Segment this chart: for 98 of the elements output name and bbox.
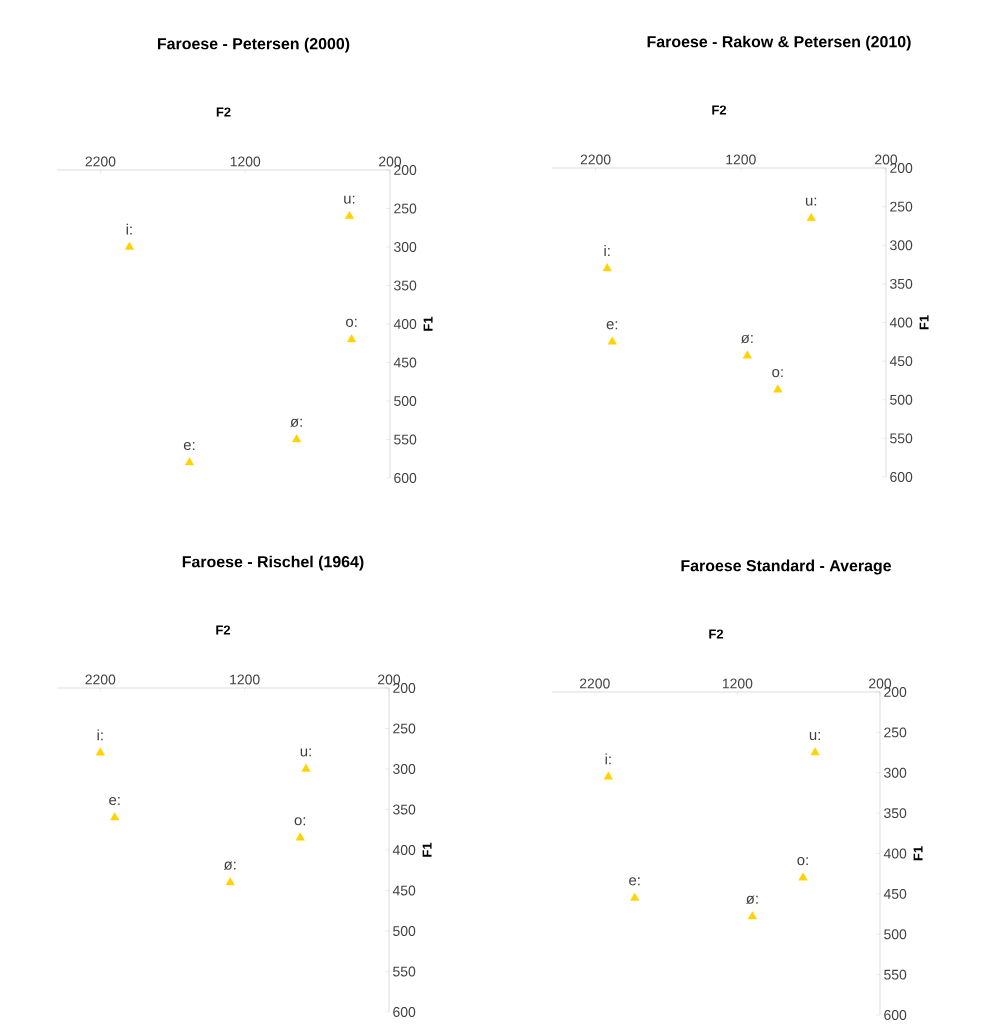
point <box>344 211 354 219</box>
series-label: e: <box>183 441 195 451</box>
x-axis-title: F2 <box>712 105 727 115</box>
point <box>607 336 617 345</box>
y-axis-title: F1 <box>423 316 433 331</box>
y-tick-label: 350 <box>890 278 913 289</box>
chart-title: Faroese - Rischel (1964) <box>182 555 364 571</box>
series-label: ø: <box>741 334 753 344</box>
series-label: u: <box>344 195 355 204</box>
y-tick-label: 450 <box>392 885 416 896</box>
series-label: o: <box>346 318 357 327</box>
y-tick-label: 500 <box>890 394 913 405</box>
x-tick-label: 2200 <box>85 156 116 167</box>
series-label: i: <box>126 223 132 235</box>
y-tick-label: 300 <box>394 242 417 252</box>
chart-title: Faroese - Rakow & Petersen (2010) <box>647 35 911 51</box>
y-tick-label: 550 <box>393 966 416 977</box>
series-label: ø: <box>746 895 758 904</box>
y-tick-label: 600 <box>890 472 913 482</box>
y-tick-label: 250 <box>393 723 416 734</box>
y-tick-label: 500 <box>393 926 416 936</box>
y-axis-title: F1 <box>913 846 923 861</box>
y-tick-label: 450 <box>393 357 417 368</box>
y-tick-label: 250 <box>890 201 913 212</box>
chart-title: Faroese - Petersen (2000) <box>157 37 350 53</box>
x-tick-label: 200 <box>378 674 401 685</box>
y-tick-label: 400 <box>883 848 907 859</box>
x-tick-label: 1200 <box>230 156 261 167</box>
series-label: i: <box>97 729 103 741</box>
series-label: o: <box>772 369 783 378</box>
point <box>301 763 311 772</box>
series-label: u: <box>805 197 817 206</box>
point <box>95 747 105 756</box>
point <box>225 877 235 886</box>
y-tick-label: 450 <box>889 356 913 367</box>
x-axis-title: F2 <box>216 625 231 635</box>
x-tick-label: 1200 <box>230 674 260 685</box>
y-tick-label: 450 <box>883 888 907 899</box>
series-label: ø: <box>290 418 302 427</box>
point <box>747 911 757 920</box>
series-label: o: <box>294 817 306 826</box>
y-tick-label: 600 <box>393 1007 416 1017</box>
y-tick-label: 500 <box>884 929 907 940</box>
point <box>347 334 357 343</box>
y-tick-label: 350 <box>394 280 417 291</box>
x-tick-label: 1200 <box>726 154 756 165</box>
series-label: e: <box>629 877 640 886</box>
x-tick-label: 200 <box>379 156 402 167</box>
x-axis-title: F2 <box>709 629 724 639</box>
y-tick-label: 250 <box>394 203 417 214</box>
series-label: e: <box>109 796 120 806</box>
point <box>184 457 194 466</box>
y-axis-title: F1 <box>422 842 432 857</box>
x-tick-label: 2200 <box>579 678 610 689</box>
point <box>798 872 808 881</box>
y-tick-label: 600 <box>884 1010 907 1020</box>
y-tick-label: 400 <box>393 319 417 329</box>
x-axis-title: F2 <box>216 107 231 117</box>
y-tick-label: 550 <box>884 969 907 980</box>
series-label: e: <box>606 321 618 330</box>
y-tick-label: 300 <box>393 764 416 774</box>
series-label: u: <box>300 748 311 757</box>
y-tick-label: 200 <box>394 165 417 175</box>
chart-title: Faroese Standard - Average <box>681 559 892 575</box>
point <box>292 434 302 443</box>
y-tick-label: 550 <box>890 433 913 444</box>
x-tick-label: 200 <box>875 154 898 165</box>
point <box>603 771 613 780</box>
x-tick-label: 200 <box>869 678 892 689</box>
y-tick-label: 350 <box>393 804 416 815</box>
series-label: i: <box>604 245 610 256</box>
y-tick-label: 300 <box>890 240 913 251</box>
series-label: ø: <box>223 861 236 870</box>
y-axis-title: F1 <box>919 315 929 330</box>
y-tick-label: 200 <box>884 687 907 697</box>
y-tick-label: 400 <box>889 317 913 328</box>
point <box>773 384 783 393</box>
point <box>110 812 120 821</box>
x-tick-label: 1200 <box>722 678 753 689</box>
point <box>124 241 134 250</box>
y-tick-label: 400 <box>392 845 416 855</box>
y-tick-label: 600 <box>394 473 417 483</box>
point <box>602 263 612 272</box>
x-tick-label: 2200 <box>580 154 611 165</box>
y-tick-label: 500 <box>394 396 417 406</box>
x-tick-label: 2200 <box>85 674 116 685</box>
point <box>742 350 752 359</box>
point <box>630 892 640 901</box>
y-tick-label: 300 <box>884 767 907 778</box>
y-tick-label: 550 <box>394 434 417 445</box>
point <box>806 213 816 221</box>
y-tick-label: 250 <box>884 727 907 738</box>
series-label: o: <box>797 857 808 866</box>
point <box>810 747 820 756</box>
point <box>295 832 305 841</box>
series-label: u: <box>809 732 820 741</box>
series-label: i: <box>605 753 611 765</box>
y-tick-label: 350 <box>884 808 907 819</box>
